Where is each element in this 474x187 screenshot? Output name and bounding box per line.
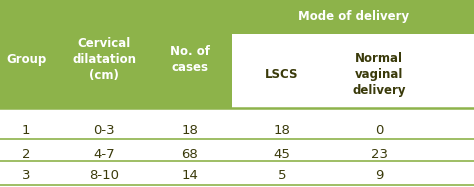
Text: 8-10: 8-10 <box>89 169 119 182</box>
Text: 23: 23 <box>371 148 388 161</box>
Bar <box>0 0 474 108</box>
Bar <box>0 108 474 187</box>
Text: No. of
cases: No. of cases <box>170 45 210 74</box>
Text: 5: 5 <box>278 169 286 182</box>
Text: LSCS: LSCS <box>265 68 299 81</box>
Text: 14: 14 <box>181 169 198 182</box>
Text: 9: 9 <box>375 169 383 182</box>
Text: 3: 3 <box>22 169 30 182</box>
Text: 2: 2 <box>22 148 30 161</box>
Text: 18: 18 <box>181 124 198 137</box>
Text: Normal
vaginal
delivery: Normal vaginal delivery <box>353 52 406 97</box>
Text: 0-3: 0-3 <box>93 124 115 137</box>
Text: 0: 0 <box>375 124 383 137</box>
Text: 45: 45 <box>273 148 291 161</box>
Text: 4-7: 4-7 <box>93 148 115 161</box>
Text: 68: 68 <box>181 148 198 161</box>
Text: 1: 1 <box>22 124 30 137</box>
Text: Group: Group <box>6 53 46 66</box>
Text: Mode of delivery: Mode of delivery <box>298 10 409 23</box>
Text: Cervical
dilatation
(cm): Cervical dilatation (cm) <box>72 37 137 82</box>
Bar <box>232 34 474 108</box>
Text: 18: 18 <box>273 124 291 137</box>
